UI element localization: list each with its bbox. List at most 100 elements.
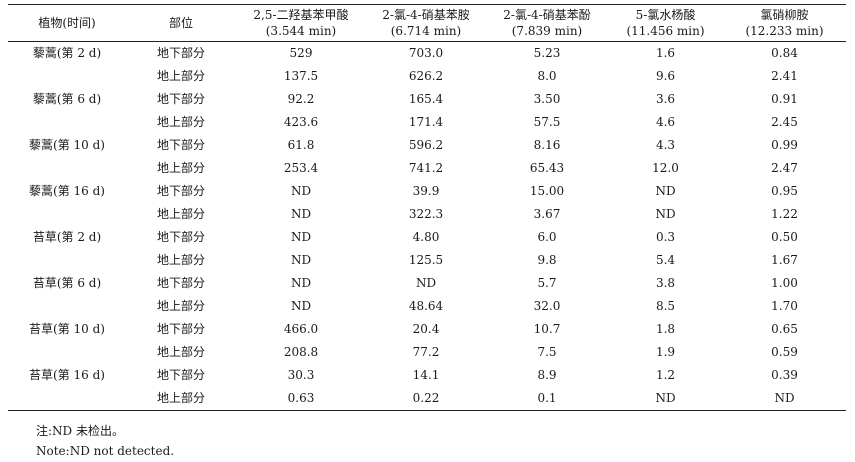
value-cell: 0.65 bbox=[771, 322, 798, 336]
value-cell: 3.67 bbox=[533, 207, 561, 221]
plant-time-cell: 苔草(第 16 d) bbox=[29, 368, 105, 382]
header-title: 5-氯水杨酸 bbox=[635, 8, 696, 22]
table-row: 地上部分 ND 125.5 9.8 5.4 1.67 bbox=[8, 249, 846, 272]
value-cell: 92.2 bbox=[287, 92, 315, 106]
value-cell: 8.9 bbox=[537, 368, 557, 382]
part-cell: 地下部分 bbox=[156, 184, 205, 198]
value-cell: 596.2 bbox=[408, 138, 444, 152]
value-cell: ND bbox=[655, 391, 676, 405]
table-body: 藜蒿(第 2 d) 地下部分 529 703.0 5.23 1.6 0.84 地上部分 137.… bbox=[8, 42, 846, 411]
part-cell: 地上部分 bbox=[156, 115, 205, 129]
plant-time-cell bbox=[8, 387, 126, 411]
value-cell: 466.0 bbox=[283, 322, 319, 336]
value-cell: 1.00 bbox=[771, 276, 798, 290]
value-cell: 1.6 bbox=[655, 46, 676, 60]
note-chinese: 注:ND 未检出。 bbox=[36, 424, 124, 438]
plant-time-cell bbox=[8, 249, 126, 272]
value-cell: 77.2 bbox=[412, 345, 440, 359]
value-cell: 4.80 bbox=[412, 230, 440, 244]
header-compound-2: 2-氯-4-硝基苯胺 (6.714 min) bbox=[366, 5, 486, 42]
part-cell: 地下部分 bbox=[156, 46, 205, 60]
table-header: 植物(时间) 部位 2,5-二羟基苯甲酸 (3.544 min) 2-氯-4-硝基… bbox=[8, 4, 846, 42]
header-title: 2-氯-4-硝基苯酚 bbox=[503, 8, 591, 22]
value-cell: 1.9 bbox=[655, 345, 676, 359]
value-cell: 0.95 bbox=[771, 184, 798, 198]
value-cell: ND bbox=[290, 184, 312, 198]
value-cell: 15.00 bbox=[529, 184, 565, 198]
value-cell: 3.50 bbox=[533, 92, 561, 106]
value-cell: 171.4 bbox=[408, 115, 444, 129]
value-cell: 8.0 bbox=[537, 69, 557, 83]
part-cell: 地下部分 bbox=[156, 230, 205, 244]
value-cell: 5.7 bbox=[537, 276, 557, 290]
table-row: 地上部分 423.6 171.4 57.5 4.6 2.45 bbox=[8, 111, 846, 134]
table-row: 苔草(第 10 d) 地下部分 466.0 20.4 10.7 1.8 0.65 bbox=[8, 318, 846, 341]
value-cell: ND bbox=[655, 207, 676, 221]
value-cell: 208.8 bbox=[283, 345, 319, 359]
value-cell: 0.3 bbox=[655, 230, 676, 244]
part-cell: 地下部分 bbox=[156, 322, 205, 336]
part-cell: 地上部分 bbox=[156, 207, 205, 221]
value-cell: ND bbox=[415, 276, 437, 290]
value-cell: 0.84 bbox=[771, 46, 798, 60]
header-part: 部位 bbox=[126, 5, 236, 42]
header-compound-3: 2-氯-4-硝基苯酚 (7.839 min) bbox=[486, 5, 608, 42]
value-cell: 9.8 bbox=[537, 253, 557, 267]
value-cell: 3.8 bbox=[655, 276, 676, 290]
value-cell: 1.67 bbox=[771, 253, 798, 267]
part-cell: 地下部分 bbox=[156, 138, 205, 152]
header-title: 部位 bbox=[168, 16, 193, 30]
plant-time-cell bbox=[8, 295, 126, 318]
value-cell: 10.7 bbox=[533, 322, 561, 336]
table-row: 藜蒿(第 16 d) 地下部分 ND 39.9 15.00 ND 0.95 bbox=[8, 180, 846, 203]
value-cell: 7.5 bbox=[537, 345, 557, 359]
part-cell: 地上部分 bbox=[156, 299, 205, 313]
part-cell: 地上部分 bbox=[156, 69, 205, 83]
data-table: 植物(时间) 部位 2,5-二羟基苯甲酸 (3.544 min) 2-氯-4-硝基… bbox=[8, 4, 846, 411]
plant-time-cell: 藜蒿(第 10 d) bbox=[29, 138, 105, 152]
value-cell: ND bbox=[655, 184, 676, 198]
value-cell: 2.45 bbox=[771, 115, 798, 129]
table-row: 地上部分 253.4 741.2 65.43 12.0 2.47 bbox=[8, 157, 846, 180]
plant-time-cell: 藜蒿(第 2 d) bbox=[32, 46, 102, 60]
table-row: 地上部分 ND 48.64 32.0 8.5 1.70 bbox=[8, 295, 846, 318]
part-cell: 地下部分 bbox=[156, 92, 205, 106]
value-cell: 253.4 bbox=[283, 161, 319, 175]
header-compound-4: 5-氯水杨酸 (11.456 min) bbox=[608, 5, 723, 42]
table-row: 地上部分 ND 322.3 3.67 ND 1.22 bbox=[8, 203, 846, 226]
data-table-container: 植物(时间) 部位 2,5-二羟基苯甲酸 (3.544 min) 2-氯-4-硝基… bbox=[8, 4, 846, 411]
value-cell: 65.43 bbox=[529, 161, 565, 175]
value-cell: 61.8 bbox=[287, 138, 315, 152]
value-cell: ND bbox=[290, 276, 312, 290]
table-row: 苔草(第 16 d) 地下部分 30.3 14.1 8.9 1.2 0.39 bbox=[8, 364, 846, 387]
header-retention-time: (11.456 min) bbox=[626, 24, 705, 38]
value-cell: 0.63 bbox=[287, 391, 315, 405]
value-cell: 8.5 bbox=[655, 299, 676, 313]
value-cell: 5.4 bbox=[655, 253, 676, 267]
value-cell: 322.3 bbox=[408, 207, 444, 221]
value-cell: 1.70 bbox=[771, 299, 798, 313]
table-row: 地上部分 137.5 626.2 8.0 9.6 2.41 bbox=[8, 65, 846, 88]
plant-time-cell bbox=[8, 157, 126, 180]
table-row: 藜蒿(第 6 d) 地下部分 92.2 165.4 3.50 3.6 0.91 bbox=[8, 88, 846, 111]
value-cell: 1.8 bbox=[655, 322, 676, 336]
header-title: 氯硝柳胺 bbox=[760, 8, 809, 22]
value-cell: 14.1 bbox=[412, 368, 440, 382]
value-cell: 0.91 bbox=[771, 92, 798, 106]
value-cell: 0.59 bbox=[771, 345, 798, 359]
header-title: 2-氯-4-硝基苯胺 bbox=[382, 8, 470, 22]
value-cell: 4.6 bbox=[655, 115, 676, 129]
header-retention-time: (7.839 min) bbox=[511, 24, 583, 38]
plant-time-cell: 藜蒿(第 6 d) bbox=[32, 92, 102, 106]
value-cell: ND bbox=[290, 253, 312, 267]
header-compound-5: 氯硝柳胺 (12.233 min) bbox=[723, 5, 846, 42]
table-row: 苔草(第 2 d) 地下部分 ND 4.80 6.0 0.3 0.50 bbox=[8, 226, 846, 249]
plant-time-cell: 苔草(第 6 d) bbox=[32, 276, 102, 290]
value-cell: ND bbox=[290, 299, 312, 313]
value-cell: ND bbox=[774, 391, 795, 405]
value-cell: 0.50 bbox=[771, 230, 798, 244]
value-cell: 39.9 bbox=[412, 184, 440, 198]
value-cell: 165.4 bbox=[408, 92, 444, 106]
plant-time-cell bbox=[8, 111, 126, 134]
value-cell: 626.2 bbox=[408, 69, 444, 83]
